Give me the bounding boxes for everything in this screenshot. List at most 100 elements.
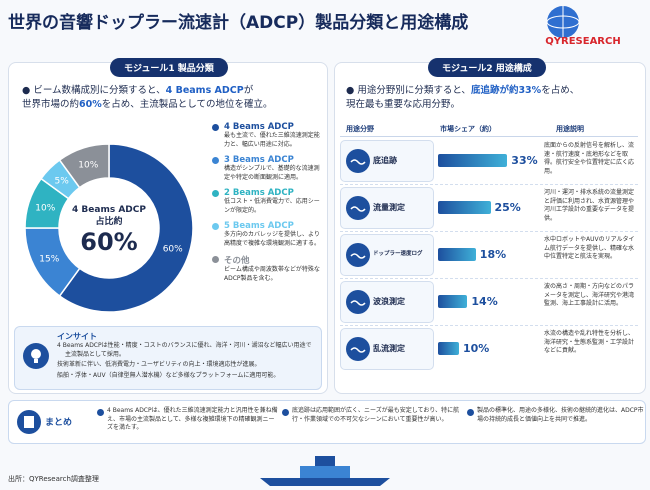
- text: 4 Beams ADCP: [165, 85, 244, 96]
- divider: [340, 231, 638, 232]
- icon-wave: [350, 300, 366, 306]
- text: が: [243, 85, 254, 96]
- summary-check: [282, 409, 289, 416]
- legend-name: 5 Beams ADCP: [224, 221, 294, 231]
- text: 60%: [79, 99, 102, 110]
- logo-text: QYRESEARCH: [545, 36, 620, 47]
- text: を占め、: [541, 85, 580, 96]
- insight-item: 船舶・浮体・AUV（自律型無人潜水機）など多様なプラットフォームに適用可能。: [57, 371, 280, 379]
- row-desc: 水流の構造や乱れ特性を分析し、海洋研究・生態系監測・工学設計などに貢献。: [544, 330, 635, 354]
- center-sub: 占比約: [95, 215, 122, 227]
- row-icon: [346, 337, 370, 361]
- insight-icon: [23, 343, 49, 369]
- row-desc: 波の高さ・周期・方向などのパラメータを測定し、海洋研究や港湾監測、海上工事設計に…: [544, 283, 635, 307]
- text: 用途分野別に分類すると、: [357, 85, 471, 96]
- title: 世界の音響ドップラー流速計（ADCP）製品分類と用途構成: [8, 13, 469, 33]
- insight-item: 4 Beams ADCPは性能・精度・コストのバランスに優れ、海洋・河川・湖沼な…: [57, 342, 312, 358]
- segment-label: 5%: [54, 177, 69, 187]
- row-box: 波浪測定: [340, 281, 434, 323]
- legend-swatch: [212, 256, 219, 263]
- share-bar: [438, 248, 476, 261]
- module2-intro: ● 用途分野別に分類すると、底追跡が約33%を占め、 現在最も重要な応用分野。: [346, 85, 580, 110]
- legend-name: 3 Beams ADCP: [224, 155, 294, 165]
- legend-item: 5 Beams ADCP 多方向のカバレッジを提供し、より高精度で複雑な環境観測に…: [212, 221, 320, 248]
- module2-heading: モジュール2 用途構成: [428, 58, 546, 77]
- column-header: 市場シェア（約）: [440, 125, 496, 133]
- bar-label: 18%: [479, 248, 507, 261]
- donut-segment: [58, 143, 110, 189]
- divider: [340, 325, 638, 326]
- text: ビーム数構成別に分類すると、: [33, 85, 166, 96]
- icon-wave: [350, 253, 366, 259]
- center-title: 4 Beams ADCP: [72, 205, 146, 215]
- row-icon: [346, 196, 370, 220]
- segment-label: 15%: [39, 254, 59, 264]
- legend-desc: 構造がシンプルで、基礎的な流速測定や特定の断面観測に適用。: [224, 165, 320, 181]
- share-bar: [438, 201, 491, 214]
- donut-segment: [58, 143, 194, 313]
- source: 出所：QYResearch調査整理: [8, 475, 99, 483]
- column-header: 用途分野: [346, 125, 374, 133]
- row-name: 流量測定: [373, 203, 405, 212]
- icon-wave: [350, 347, 366, 353]
- row-box: 底追跡: [340, 140, 434, 182]
- row-desc: 河川・運河・排水系統の流量測定と評価に利用され、水資源管理や河川工学設計の重要な…: [544, 189, 635, 222]
- divider: [340, 184, 638, 185]
- row-icon: [346, 149, 370, 173]
- legend-name: 2 Beams ADCP: [224, 188, 294, 198]
- legend-swatch: [212, 190, 219, 197]
- row-box: 流量測定: [340, 187, 434, 229]
- summary-box: まとめ 4 Beams ADCPは、優れた三維流速測定能力と汎用性を兼ね備え、市…: [8, 400, 646, 444]
- row-icon: [346, 243, 370, 267]
- module1-heading: モジュール1 製品分類: [110, 58, 228, 77]
- row-desc: 水中ロボットやAUVのリアルタイム航行データを提供し、精確な水中位置特定と航法を…: [544, 236, 635, 260]
- share-bar: [438, 342, 459, 355]
- legend-desc: ビーム構成や周波数帯などが特殊なADCP製品を含む。: [224, 266, 320, 282]
- bar-label: 14%: [471, 295, 498, 308]
- legend-name: その他: [224, 256, 250, 266]
- legend-item: その他 ビーム構成や周波数帯などが特殊なADCP製品を含む。: [212, 254, 320, 283]
- center-value: 60%: [80, 228, 137, 256]
- divider: [340, 278, 638, 279]
- insight-title: インサイト: [57, 332, 97, 341]
- segment-label: 60%: [163, 245, 183, 255]
- legend-desc: 多方向のカバレッジを提供し、より高精度で複雑な環境観測に適する。: [224, 231, 321, 247]
- legend-item: 4 Beams ADCP 最も主流で、優れた三維流速測定能力と、幅広い用途に対応。: [212, 122, 320, 149]
- summary-check: [97, 409, 104, 416]
- column-header: 用途説明: [556, 125, 584, 133]
- row-name: 乱流測定: [373, 344, 405, 353]
- bar-label: 25%: [494, 201, 521, 214]
- ship-illustration: [260, 456, 390, 486]
- logo: QYRESEARCH: [545, 6, 621, 47]
- legend-swatch: [212, 223, 219, 230]
- insight-item: 技術革新に伴い、低消費電力・ユーザビリティの向上・環境適応性が進展。: [57, 361, 261, 368]
- row-desc: 底面からの反射信号を解析し、流速・航行速度・底地形などを取得。航行安全や位置特定…: [544, 142, 635, 175]
- icon-wave: [350, 159, 366, 165]
- text: 世界市場の約: [22, 99, 80, 110]
- legend: 4 Beams ADCP 最も主流で、優れた三維流速測定能力と、幅広い用途に対応。…: [212, 122, 320, 289]
- row-box: 乱流測定: [340, 328, 434, 370]
- text: 底追跡が約33%: [470, 85, 542, 96]
- share-bar: [438, 295, 468, 308]
- summary-check: [467, 409, 474, 416]
- segment-label: 10%: [78, 160, 98, 170]
- row-name: 波浪測定: [373, 297, 405, 306]
- insight-box: インサイト 4 Beams ADCPは性能・精度・コストのバランスに優れ、海洋・…: [14, 326, 322, 390]
- summary-item: 底追跡は応用範囲が広く、ニーズが最も安定しており、特に航行・作業領域での不可欠な…: [292, 407, 460, 423]
- legend-swatch: [212, 157, 219, 164]
- summary-item: 4 Beams ADCPは、優れた三維流速測定能力と汎用性を兼ね備え、市場の主流…: [107, 407, 278, 431]
- share-bar: [438, 154, 508, 167]
- legend-name: 4 Beams ADCP: [224, 122, 294, 132]
- summary-title: まとめ: [45, 418, 73, 428]
- text: 現在最も重要な応用分野。: [346, 99, 461, 110]
- bar-label: 33%: [511, 154, 538, 167]
- summary-icon: [17, 410, 41, 434]
- legend-item: 3 Beams ADCP 構造がシンプルで、基礎的な流速測定や特定の断面観測に適用…: [212, 155, 320, 182]
- icon-wave: [350, 206, 366, 212]
- row-icon: [346, 290, 370, 314]
- row-name: 底追跡: [373, 156, 397, 165]
- summary-item: 製品の標準化、用途の多様化、技術の継続的進化は、ADCP市場の持続的成長と価値向…: [477, 407, 644, 423]
- legend-swatch: [212, 124, 219, 131]
